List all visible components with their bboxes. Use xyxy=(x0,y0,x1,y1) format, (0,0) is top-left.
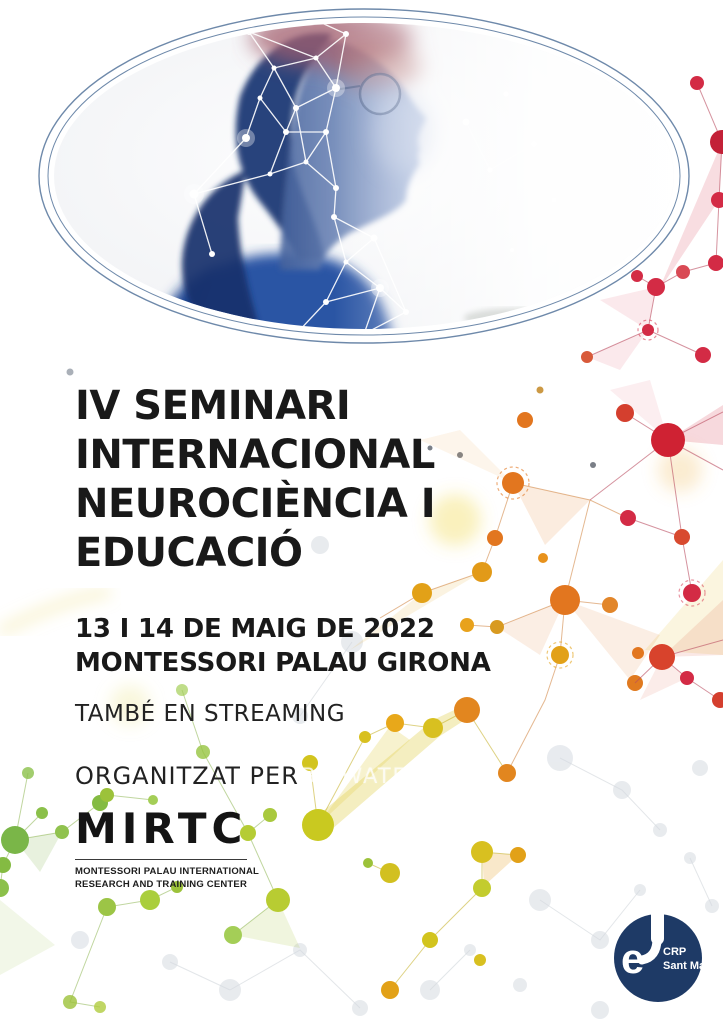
yellow-glows xyxy=(110,448,702,725)
crp-logo-letter-e: e xyxy=(621,935,644,982)
title-line-3: NEUROCIÈNCIA I xyxy=(75,481,436,527)
mirtc-subtitle-line-1: MONTESSORI PALAU INTERNATIONAL xyxy=(75,866,260,877)
poster-title: IV SEMINARI INTERNACIONAL NEUROCIÈNCIA I… xyxy=(75,382,555,578)
green-network xyxy=(0,684,300,1013)
organized-by-label: ORGANITZAT PER xyxy=(75,762,299,790)
crp-logo-stem xyxy=(637,934,662,965)
oval-double-border xyxy=(38,8,690,344)
event-venue: MONTESSORI PALAU GIRONA xyxy=(75,648,491,678)
crp-sant-marti-logo: e CRP Sant Martí xyxy=(614,911,705,1002)
mirtc-wordmark: MIRTC xyxy=(75,804,248,853)
mirtc-divider xyxy=(75,859,247,860)
mirtc-logo: MIRTC MONTESSORI PALAU INTERNATIONAL RES… xyxy=(75,806,315,891)
title-line-4: EDUCACIÓ xyxy=(75,530,303,576)
white-network-dots xyxy=(184,29,557,315)
crp-logo-text-sant-marti: Sant Martí xyxy=(663,960,705,972)
watermark-text-line-2: OPTE xyxy=(241,790,292,809)
gray-network xyxy=(66,368,719,1019)
event-date: 13 I 14 DE MAIG DE 2022 xyxy=(75,614,435,644)
mirtc-subtitle-line-2: RESEARCH AND TRAINING CENTER xyxy=(75,878,248,890)
yellow-network xyxy=(0,560,723,999)
crp-logo-text-crp: CRP xyxy=(663,946,686,958)
title-line-1: IV SEMINARI xyxy=(75,383,351,429)
orange-network xyxy=(350,412,660,782)
title-line-2: INTERNACIONAL xyxy=(75,432,435,478)
hero-oval-photo xyxy=(38,8,690,344)
event-date-venue: 13 I 14 DE MAIG DE 2022 MONTESSORI PALAU… xyxy=(75,612,555,680)
crp-logo-circle xyxy=(614,914,702,1002)
red-network xyxy=(536,76,723,708)
watermark-text-line-1: BE WATE xyxy=(301,764,408,788)
streaming-note: TAMBÉ EN STREAMING xyxy=(75,701,346,727)
